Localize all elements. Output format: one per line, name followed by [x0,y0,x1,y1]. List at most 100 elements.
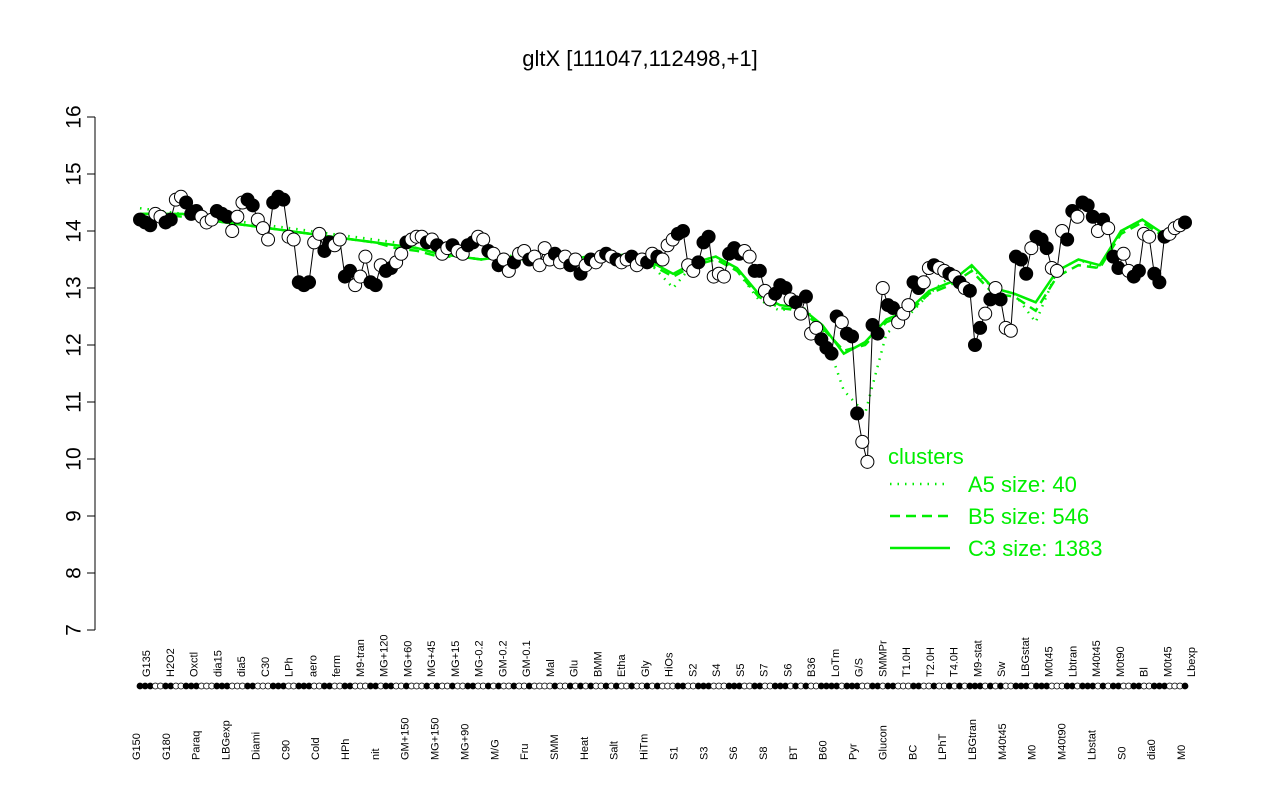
data-point [1142,229,1157,244]
x-tick-label: Sw [996,662,1008,677]
x-tick-label: dia0 [1146,739,1158,760]
data-point [476,232,491,247]
data-point [850,406,865,421]
data-point [1019,266,1034,281]
x-tick-label: aero [307,655,319,677]
x-tick-label: ferm [331,655,343,677]
data-point [870,326,885,341]
x-tick-label: M40t45 [1091,640,1103,677]
data-point [179,195,194,210]
x-tick-label: HPh [340,739,352,760]
x-tick-label: Heat [579,737,591,760]
data-point [1116,246,1131,261]
x-tick-label: MG+90 [459,724,471,760]
x-tick-label: LBGstat [1020,637,1032,677]
data-point [276,192,291,207]
x-tick-label: Diami [250,732,262,760]
x-tick-label: M0 [1027,745,1039,760]
data-point [834,315,849,330]
legend-entry: C3 size: 1383 [968,536,1103,561]
x-tick-label: HiTm [639,734,651,760]
x-tick-label: Glu [569,660,581,677]
data-point [742,249,757,264]
legend: clusters A5 size: 40 B5 size: 546 C3 size:… [888,444,1103,561]
chart-title: gltX [111047,112498,+1] [522,46,757,71]
data-point [312,226,327,241]
data-point [1049,263,1064,278]
x-tick-label: LBGexp [221,720,233,760]
data-point [845,329,860,344]
x-tick-label: M0 [1176,745,1188,760]
x-tick-label: Lbstat [1086,730,1098,760]
x-tick-label: MG+15 [450,641,462,677]
data-point [691,255,706,270]
x-tick-label: M0t90 [1115,646,1127,677]
x-tick-label: GM+150 [400,718,412,761]
x-tick-label: LPh [284,657,296,677]
x-tick-label: M40t90 [1057,723,1069,760]
x-tick-label: LBGtran [967,719,979,760]
data-point [286,232,301,247]
data-point [752,263,767,278]
data-point [143,218,158,233]
x-tick-label: MG+150 [430,718,442,761]
data-point [993,292,1008,307]
data-point [1070,209,1085,224]
data-point [798,289,813,304]
x-tick-label: LPhT [937,733,949,760]
x-tick-label: BMM [592,651,604,677]
data-point [962,283,977,298]
data-point [302,275,317,290]
data-point [716,269,731,284]
x-tick-label: MG+120 [379,635,391,678]
data-point [261,232,276,247]
x-tick-label: Etha [616,653,628,677]
data-point [967,338,982,352]
x-tick-label: S4 [711,664,723,677]
x-tick-label: Glucon [877,725,889,760]
x-tick-label: M0t45 [1162,646,1174,677]
x-tick-label: Pyr [848,743,860,760]
data-point [809,320,824,335]
data-point [1080,198,1095,213]
y-tick-label: 15 [63,162,86,185]
data-point [793,306,808,321]
data-point [332,232,347,247]
y-tick-label: 10 [63,447,86,470]
axes: 7 8 9 10 11 12 13 14 15 16 [63,105,96,636]
x-tick-label: Cold [310,737,322,760]
x-tick-label: MG-0.2 [474,640,486,677]
x-tick-label: S1 [668,747,680,760]
x-tick-label: B60 [818,740,830,760]
data-point [368,278,383,293]
x-tick-labels: G135 H2O2 Oxctl dia15 dia5 C30 LPh aero ferm M9-t… [131,635,1198,761]
x-tick-label: G/S [854,658,866,677]
x-tick-label: MG+60 [402,641,414,677]
data-point [1003,323,1018,338]
x-tick-label: Lbexp [1186,647,1198,677]
x-tick-label: Bl [1139,667,1151,677]
data-point [675,224,690,238]
x-tick-label: BC [907,745,919,760]
data-point [1014,252,1029,267]
x-tick-label: BT [788,746,800,760]
x-tick-label: dia5 [236,656,248,677]
x-tick-label: B36 [806,657,818,677]
x-tick-label: Lbtran [1067,646,1079,677]
data-point [163,212,178,227]
legend-title: clusters [888,444,964,469]
x-tick-label: SMMPr [877,640,889,677]
x-tick-label: dia15 [212,650,224,677]
y-tick-label: 7 [63,624,86,636]
x-tick-label: G180 [161,733,173,760]
data-point [394,246,409,261]
x-tick-label: GM-0.2 [497,640,509,677]
y-tick-label: 13 [63,276,86,299]
x-tick-label: T1.0H [901,647,913,677]
x-tick-label: Oxctl [189,652,201,677]
x-tick-label: T2.0H [925,647,937,677]
x-tick-label: S5 [735,664,747,677]
data-point [1039,241,1054,256]
data-point [655,252,670,267]
data-point [1024,241,1039,256]
